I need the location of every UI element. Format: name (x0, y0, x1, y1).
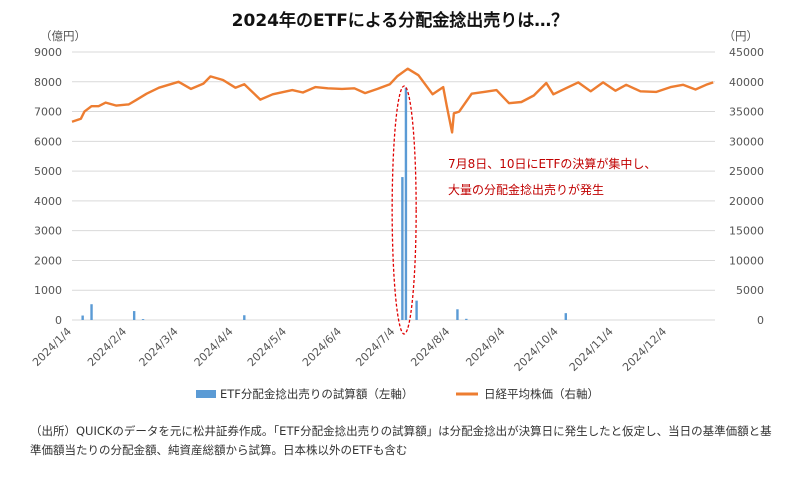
x-tick-label: 2024/1/4 (30, 325, 74, 369)
bar (141, 319, 145, 320)
x-tick-label: 2024/8/4 (408, 325, 452, 369)
bar (401, 177, 404, 320)
right-tick-label: 40000 (729, 76, 764, 89)
left-tick-label: 7000 (34, 106, 62, 119)
annotation-text: 大量の分配金捻出売りが発生 (448, 182, 604, 197)
bar (404, 87, 408, 320)
bar (564, 313, 567, 320)
x-axis-ticks: 2024/1/4 2024/2/4 2024/3/4 2024/4/4 2024/5/4… (30, 325, 669, 374)
annotation: 7月8日、10日にETFの決算が集中し、大量の分配金捻出売りが発生 (391, 85, 656, 335)
x-tick-label: 2024/12/4 (620, 325, 669, 374)
legend-swatch-bar (196, 390, 216, 398)
x-tick-label: 2024/5/4 (245, 325, 289, 369)
bar-series (81, 87, 567, 320)
x-tick-label: 2024/2/4 (85, 325, 129, 369)
left-tick-label: 0 (55, 314, 62, 327)
x-tick-label: 2024/9/4 (463, 325, 507, 369)
legend-label-bar: ETF分配金捻出売りの試算額（左軸） (220, 387, 413, 401)
right-tick-label: 10000 (729, 254, 764, 267)
chart: 2024年のETFによる分配金捻出売りは…？ （億円） （円） 0 1000 200… (30, 10, 764, 401)
right-tick-label: 5000 (736, 284, 764, 297)
line-series (71, 67, 714, 134)
legend-label-line: 日経平均株価（右軸） (484, 387, 599, 401)
right-tick-label: 45000 (729, 46, 764, 59)
bar (243, 315, 246, 320)
bar (415, 300, 418, 320)
right-tick-label: 20000 (729, 195, 764, 208)
left-tick-label: 3000 (34, 225, 62, 238)
bar (90, 304, 93, 320)
left-tick-label: 1000 (34, 284, 62, 297)
annotation-text: 7月8日、10日にETFの決算が集中し、 (448, 156, 656, 171)
bar (456, 309, 459, 320)
bar (132, 311, 136, 320)
right-tick-label: 15000 (729, 225, 764, 238)
x-tick-label: 2024/11/4 (567, 325, 616, 374)
left-tick-label: 5000 (34, 165, 62, 178)
nikkei-line (71, 67, 714, 134)
left-axis-ticks: 0 1000 2000 3000 4000 5000 6000 7000 8000 9000 (34, 46, 62, 327)
right-axis-unit: （円） (724, 29, 759, 43)
chart-title: 2024年のETFによる分配金捻出売りは…？ (232, 10, 569, 31)
right-tick-label: 25000 (729, 165, 764, 178)
x-tick-label: 2024/4/4 (192, 325, 236, 369)
x-tick-label: 2024/7/4 (353, 325, 397, 369)
x-tick-label: 2024/3/4 (137, 325, 181, 369)
right-tick-label: 0 (757, 314, 764, 327)
left-axis-unit: （億円） (40, 29, 86, 43)
left-tick-label: 8000 (34, 76, 62, 89)
right-axis-ticks: 0 5000 10000 15000 20000 25000 30000 35000 40000… (729, 46, 764, 327)
bar (81, 315, 84, 320)
left-tick-label: 6000 (34, 135, 62, 148)
x-tick-label: 2024/6/4 (300, 325, 344, 369)
right-tick-label: 35000 (729, 106, 764, 119)
source-note: （出所）QUICKのデータを元に松井証券作成。「ETF分配金捻出売りの試算額」は… (30, 424, 772, 457)
left-tick-label: 9000 (34, 46, 62, 59)
highlight-ellipse (391, 85, 417, 335)
left-tick-label: 2000 (34, 254, 62, 267)
legend: ETF分配金捻出売りの試算額（左軸） 日経平均株価（右軸） (196, 387, 599, 401)
x-tick-label: 2024/10/4 (512, 325, 561, 374)
left-tick-label: 4000 (34, 195, 62, 208)
gridlines (72, 51, 715, 321)
right-tick-label: 30000 (729, 135, 764, 148)
bar (465, 318, 468, 320)
